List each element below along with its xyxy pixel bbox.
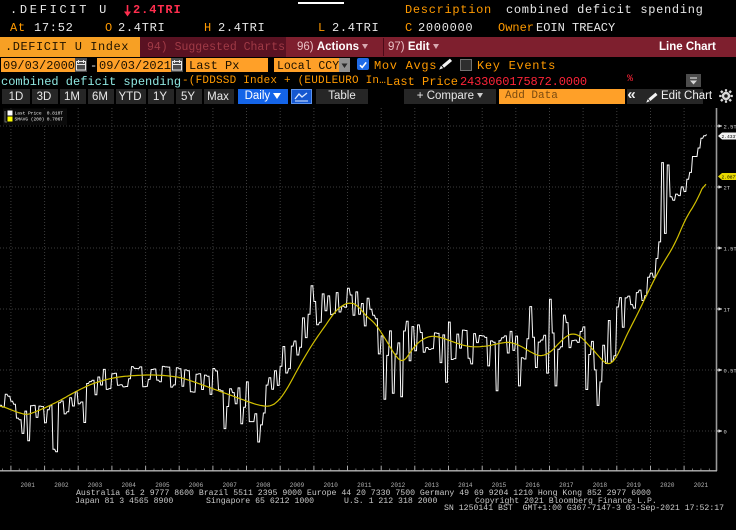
svg-text:0: 0 bbox=[724, 428, 727, 435]
svg-text:2.5T: 2.5T bbox=[724, 123, 736, 130]
svg-text:Last Price: Last Price bbox=[15, 111, 42, 117]
svg-text:2011: 2011 bbox=[357, 482, 372, 489]
svg-text:0.5T: 0.5T bbox=[724, 367, 736, 374]
svg-text:2017: 2017 bbox=[559, 482, 574, 489]
svg-text:2.087T: 2.087T bbox=[722, 175, 736, 181]
svg-text:SMAVG (200): SMAVG (200) bbox=[15, 117, 45, 123]
svg-text:2018: 2018 bbox=[593, 482, 608, 489]
svg-text:0.810T: 0.810T bbox=[47, 111, 64, 117]
svg-text:2012: 2012 bbox=[391, 482, 406, 489]
svg-text:1T: 1T bbox=[724, 306, 731, 313]
svg-text:2021: 2021 bbox=[694, 482, 709, 489]
svg-text:2015: 2015 bbox=[492, 482, 507, 489]
svg-text:0.706T: 0.706T bbox=[47, 117, 64, 123]
svg-text:2009: 2009 bbox=[290, 482, 305, 489]
svg-text:2020: 2020 bbox=[660, 482, 675, 489]
svg-text:2001: 2001 bbox=[20, 482, 35, 489]
svg-text:2013: 2013 bbox=[424, 482, 439, 489]
svg-text:2010: 2010 bbox=[323, 482, 338, 489]
svg-text:2.433T: 2.433T bbox=[722, 134, 736, 140]
svg-text:2005: 2005 bbox=[155, 482, 170, 489]
svg-text:2006: 2006 bbox=[189, 482, 204, 489]
svg-text:2019: 2019 bbox=[626, 482, 641, 489]
svg-text:1.5T: 1.5T bbox=[724, 245, 736, 252]
svg-text:2004: 2004 bbox=[121, 482, 136, 489]
svg-text:2016: 2016 bbox=[525, 482, 540, 489]
svg-text:2T: 2T bbox=[724, 184, 731, 191]
svg-text:2003: 2003 bbox=[88, 482, 103, 489]
svg-text:2008: 2008 bbox=[256, 482, 271, 489]
svg-text:2014: 2014 bbox=[458, 482, 473, 489]
svg-text:2007: 2007 bbox=[222, 482, 237, 489]
svg-text:2002: 2002 bbox=[54, 482, 69, 489]
